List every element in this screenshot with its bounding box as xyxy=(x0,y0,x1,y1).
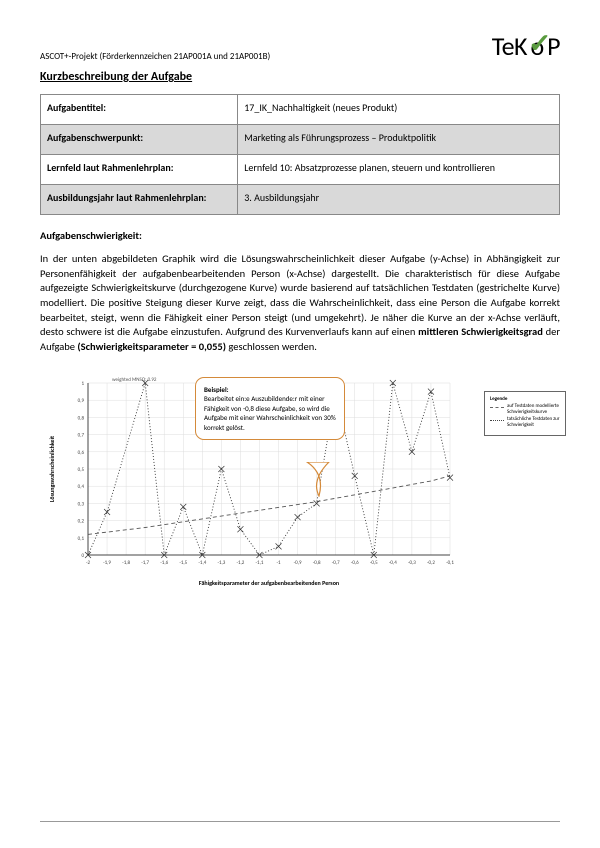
svg-text:-0,6: -0,6 xyxy=(351,560,359,566)
svg-text:-2: -2 xyxy=(86,560,91,566)
body-paragraph: In der unten abgebildeten Graphik wird d… xyxy=(40,252,560,355)
meta-label: Ausbildungsjahr laut Rahmenlehrplan: xyxy=(41,185,238,215)
svg-text:-1,5: -1,5 xyxy=(179,560,187,566)
svg-text:-1,4: -1,4 xyxy=(198,560,206,566)
svg-text:0,4: 0,4 xyxy=(78,484,85,490)
difficulty-chart: weighted MNSQ: 0.92 0 0,1 0,2 0,3 0,4 0,5 0,6 0,… xyxy=(40,369,560,599)
svg-text:0: 0 xyxy=(81,553,84,559)
table-row: Aufgabenschwerpunkt:Marketing als Führun… xyxy=(41,125,560,155)
svg-text:-1,8: -1,8 xyxy=(122,560,130,566)
svg-text:-1,3: -1,3 xyxy=(217,560,225,566)
svg-text:-0,4: -0,4 xyxy=(389,560,397,566)
meta-label: Aufgabentitel: xyxy=(41,95,238,125)
svg-text:-0,9: -0,9 xyxy=(294,560,302,566)
svg-text:0,6: 0,6 xyxy=(78,450,85,456)
svg-text:-1,7: -1,7 xyxy=(141,560,149,566)
svg-text:-1,1: -1,1 xyxy=(256,560,264,566)
svg-text:-1,6: -1,6 xyxy=(160,560,168,566)
svg-text:Lösungswahrscheinlichkeit: Lösungswahrscheinlichkeit xyxy=(48,436,56,502)
svg-text:-1,2: -1,2 xyxy=(236,560,244,566)
table-row: Ausbildungsjahr laut Rahmenlehrplan:3. A… xyxy=(41,185,560,215)
svg-text:0,8: 0,8 xyxy=(78,415,85,421)
example-callout: Beispiel: Bearbeitet ein:e Auszubildende… xyxy=(195,377,345,440)
svg-text:weighted MNSQ: 0.92: weighted MNSQ: 0.92 xyxy=(112,377,157,383)
meta-value: 17_IK_Nachhaltigkeit (neues Produkt) xyxy=(238,95,560,125)
svg-text:0,7: 0,7 xyxy=(78,432,85,438)
svg-text:0,1: 0,1 xyxy=(78,536,85,542)
svg-text:-0,7: -0,7 xyxy=(332,560,340,566)
meta-table: Aufgabentitel:17_IK_Nachhaltigkeit (neue… xyxy=(40,94,560,215)
project-label: ASCOT+-Projekt (Förderkennzeichen 21AP00… xyxy=(40,51,270,62)
difficulty-heading: Aufgabenschwierigkeit: xyxy=(40,229,560,242)
svg-text:Fähigkeitsparameter der aufgab: Fähigkeitsparameter der aufgabenbearbeit… xyxy=(199,579,339,587)
svg-text:-0,8: -0,8 xyxy=(313,560,321,566)
meta-label: Lernfeld laut Rahmenlehrplan: xyxy=(41,155,238,185)
svg-text:0,5: 0,5 xyxy=(78,467,85,473)
meta-value: Lernfeld 10: Absatzprozesse planen, steu… xyxy=(238,155,560,185)
chart-legend: Legende auf Testdaten modellierte Schwie… xyxy=(484,391,566,436)
svg-text:-0,5: -0,5 xyxy=(370,560,378,566)
footer-rule xyxy=(40,821,560,822)
meta-label: Aufgabenschwerpunkt: xyxy=(41,125,238,155)
svg-text:-1,9: -1,9 xyxy=(103,560,111,566)
svg-text:-1: -1 xyxy=(276,560,281,566)
meta-value: Marketing als Führungsprozess – Produktp… xyxy=(238,125,560,155)
table-row: Aufgabentitel:17_IK_Nachhaltigkeit (neue… xyxy=(41,95,560,125)
page-header: ASCOT+-Projekt (Förderkennzeichen 21AP00… xyxy=(40,30,560,62)
section-title: Kurzbeschreibung der Aufgabe xyxy=(40,70,560,84)
svg-text:-0,2: -0,2 xyxy=(427,560,435,566)
svg-text:-0,3: -0,3 xyxy=(408,560,416,566)
callout-tail-icon xyxy=(305,462,335,497)
svg-text:0,2: 0,2 xyxy=(78,518,85,524)
svg-text:1: 1 xyxy=(81,381,84,387)
table-row: Lernfeld laut Rahmenlehrplan:Lernfeld 10… xyxy=(41,155,560,185)
meta-value: 3. Ausbildungsjahr xyxy=(238,185,560,215)
svg-text:-0,1: -0,1 xyxy=(446,560,454,566)
svg-text:0,3: 0,3 xyxy=(78,501,85,507)
tekop-logo: TeKo✓P xyxy=(492,30,560,62)
svg-text:0,9: 0,9 xyxy=(78,398,85,404)
